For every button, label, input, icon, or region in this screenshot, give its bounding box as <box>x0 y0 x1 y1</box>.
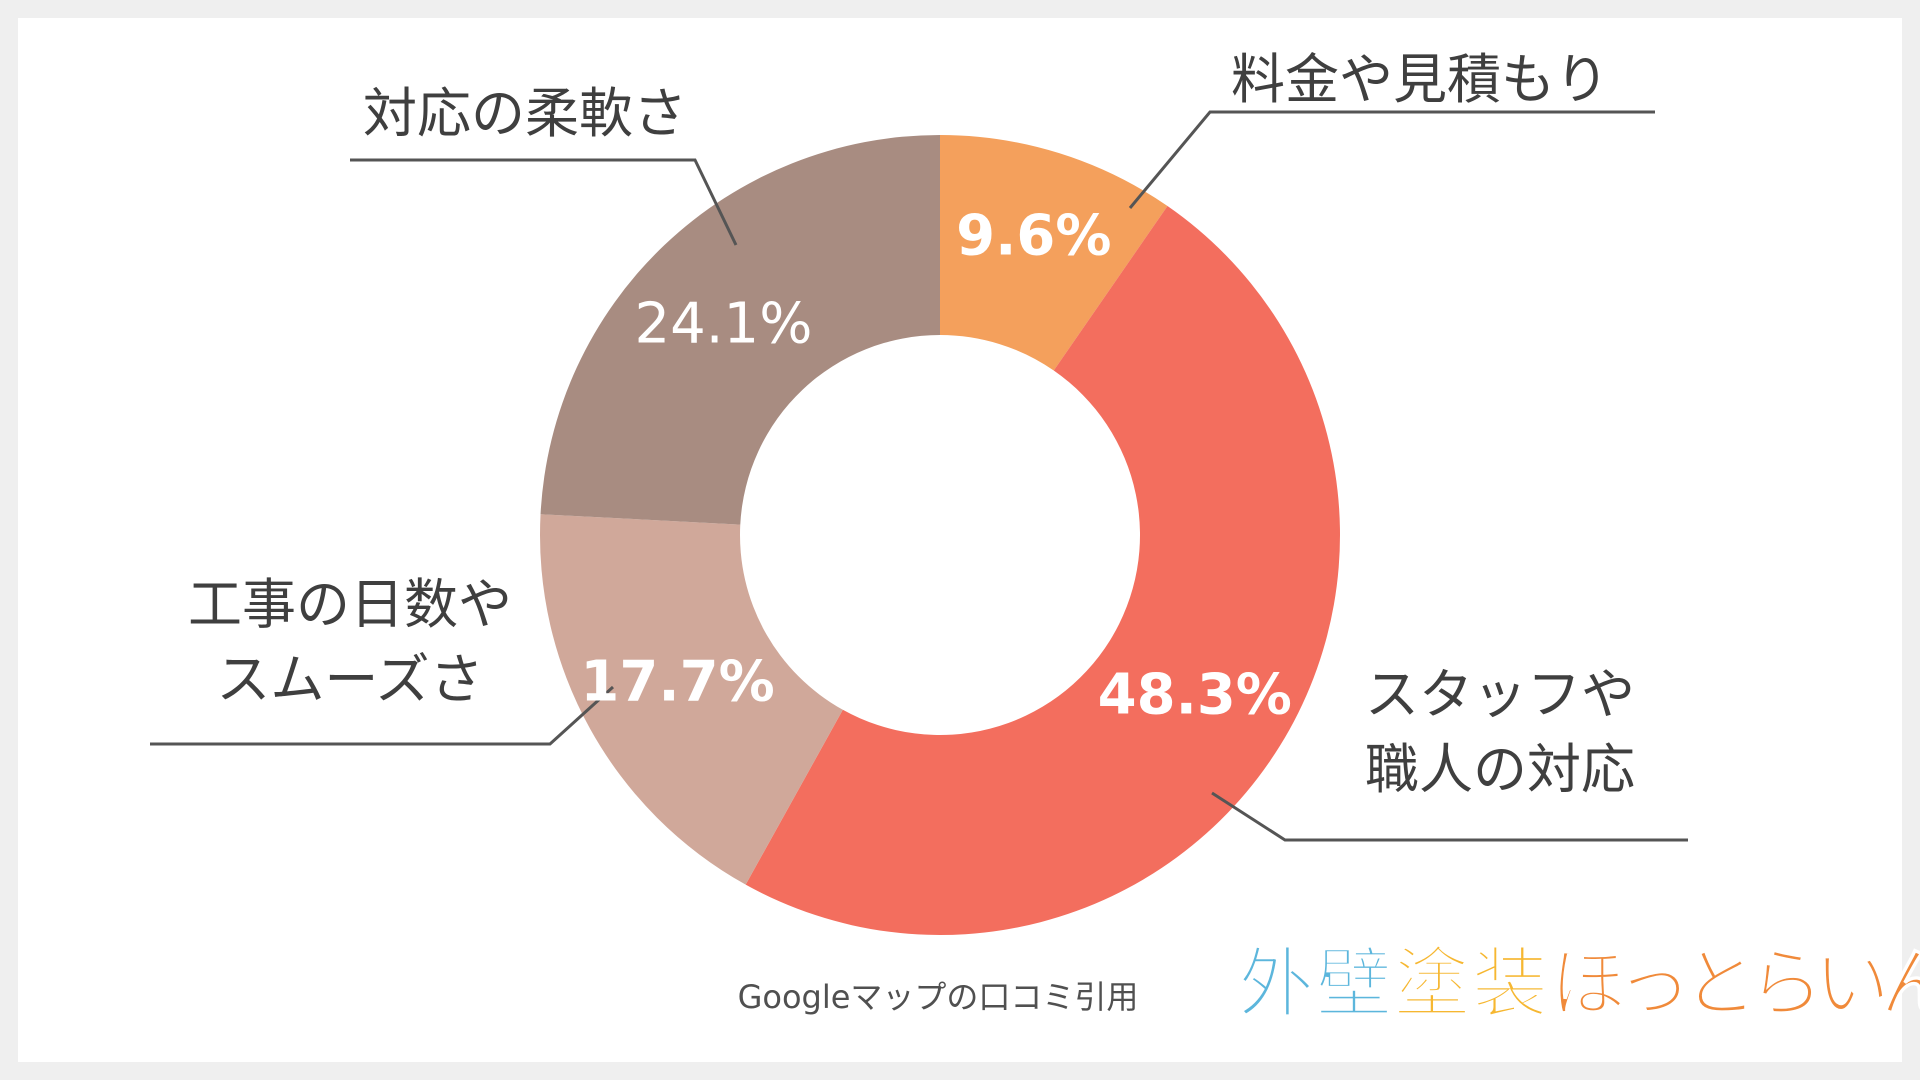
leader-line <box>350 158 738 246</box>
logo-glyph: 装 <box>1472 939 1548 1028</box>
leader-line <box>150 685 615 746</box>
leader-line <box>1128 110 1655 209</box>
value-label: 24.1% <box>635 291 813 356</box>
category-label: 対応の柔軟さ <box>363 82 687 145</box>
logo-glyph: っ <box>1616 939 1692 1028</box>
source-note: Googleマップの口コミ引用 <box>738 978 1139 1016</box>
leader-line <box>1211 791 1688 842</box>
category-label: 料金や見積もり <box>1231 48 1609 111</box>
logo-glyph: 塗 <box>1394 939 1470 1028</box>
value-labels: 9.6% 48.3% 17.7% 24.1% <box>580 203 1292 727</box>
slice-schedule <box>540 514 843 885</box>
category-label: 工事の日数やスムーズさ <box>188 573 512 711</box>
logo-glyph: 壁 <box>1316 939 1392 1028</box>
donut-slices <box>540 135 1340 935</box>
category-label: スタッフや職人の対応 <box>1365 663 1635 801</box>
value-label: 9.6% <box>956 203 1111 268</box>
value-label: 48.3% <box>1098 662 1292 727</box>
logo-glyph: と <box>1682 939 1758 1028</box>
slice-pricing <box>940 135 1168 371</box>
logo-glyph: 外 <box>1238 939 1314 1028</box>
logo-glyph: ら <box>1748 939 1824 1028</box>
slice-staff <box>745 205 1340 935</box>
value-label: 17.7% <box>580 649 774 714</box>
brand-logo: 外壁塗装ほっとらいん <box>1238 939 1920 1029</box>
logo-glyph: ん <box>1880 939 1920 1028</box>
logo-glyph: ほ <box>1550 939 1626 1028</box>
leader-lines <box>150 110 1688 842</box>
slice-flexibility <box>540 135 940 525</box>
logo-glyph: い <box>1814 939 1890 1028</box>
